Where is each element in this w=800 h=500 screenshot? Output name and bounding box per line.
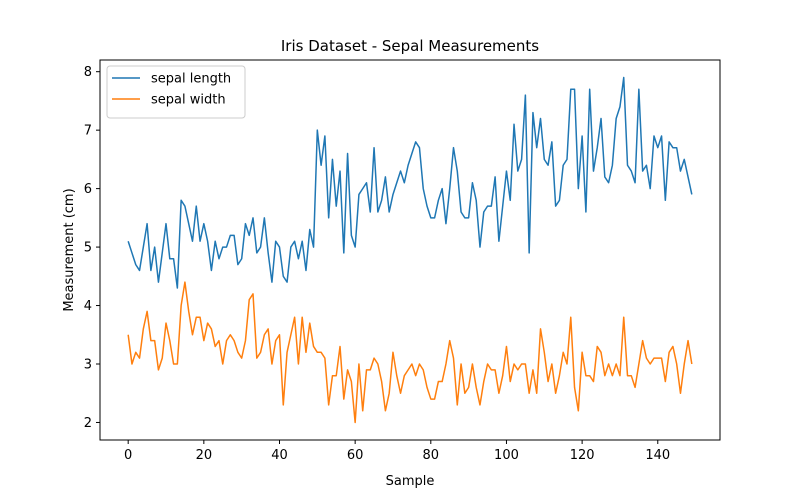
legend: sepal length sepal width	[106, 65, 246, 119]
y-tick-label-5: 7	[84, 124, 92, 139]
x-tick-label-6: 120	[570, 448, 595, 463]
y-tick-label-4: 6	[84, 182, 92, 197]
y-tick-label-6: 8	[84, 65, 92, 80]
axes-layer: 0 20 40 60 80 100 120 140 2 3 4 5 6 7 8	[84, 59, 721, 463]
legend-label-1: sepal width	[151, 93, 226, 108]
x-axis-title: Sample	[386, 474, 435, 489]
series-line-1	[127, 281, 693, 424]
y-tick-label-2: 4	[84, 299, 92, 314]
legend-label-0: sepal length	[151, 72, 231, 87]
legend-box	[106, 65, 246, 119]
y-tick-label-3: 5	[84, 241, 92, 256]
x-tick-label-4: 80	[423, 448, 440, 463]
chart-title: Iris Dataset - Sepal Measurements	[281, 37, 539, 55]
x-tick-label-0: 0	[124, 448, 132, 463]
x-tick-label-3: 60	[347, 448, 364, 463]
y-tick-label-0: 2	[84, 416, 92, 431]
x-tick-label-2: 40	[271, 448, 288, 463]
x-tick-label-1: 20	[196, 448, 213, 463]
y-tick-label-1: 3	[84, 358, 92, 373]
x-tick-label-7: 140	[645, 448, 670, 463]
y-axis-title: Measurement (cm)	[62, 188, 77, 311]
series-line-0	[127, 76, 693, 289]
series-layer	[127, 76, 693, 424]
plot-frame	[99, 59, 721, 441]
x-tick-label-5: 100	[494, 448, 519, 463]
